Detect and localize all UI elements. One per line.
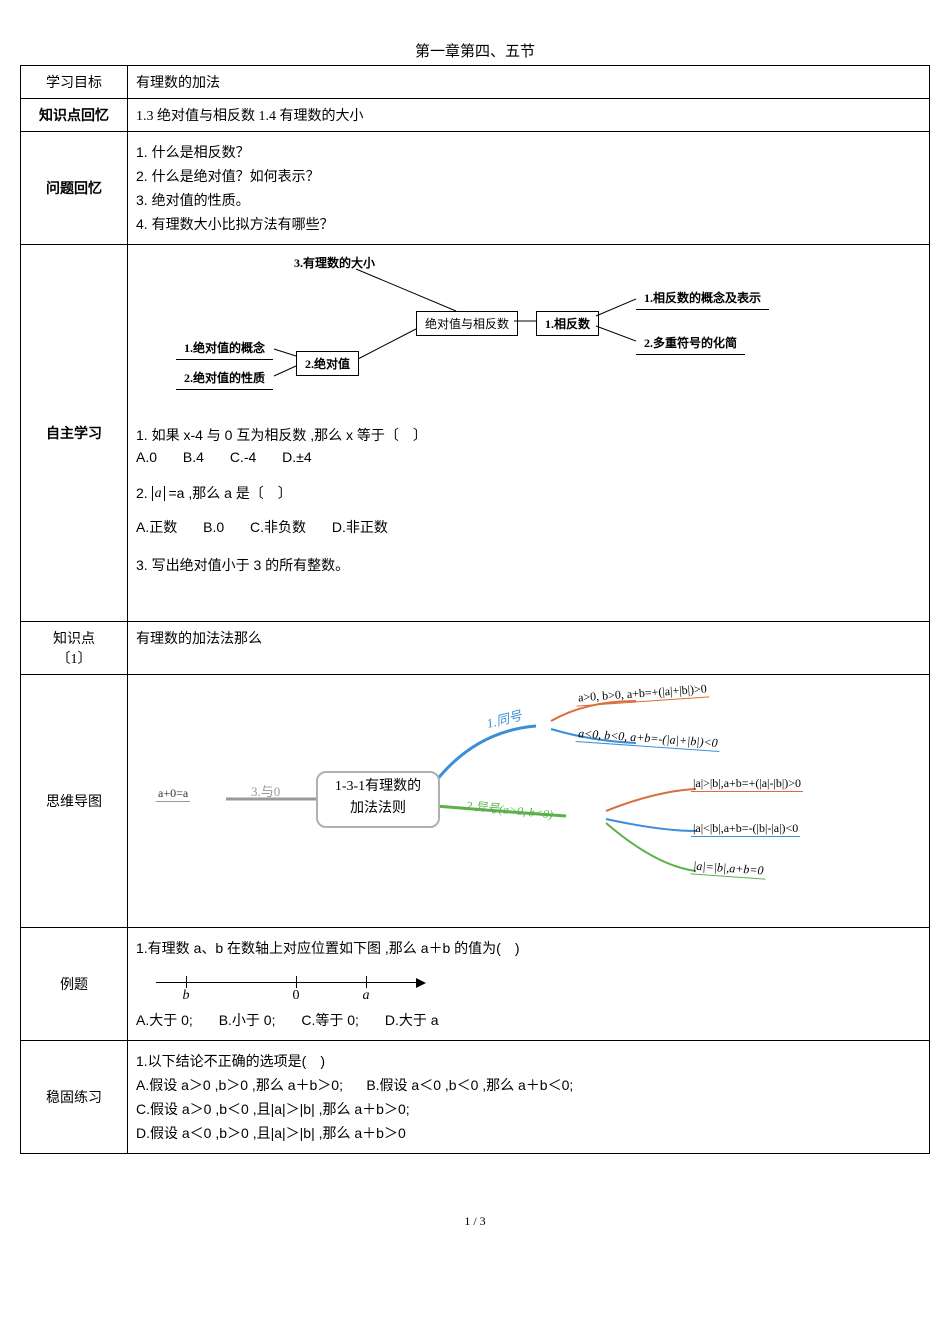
mindmap-diagram: 1-3-1有理数的 加法法则 1.同号 2.异号(a>0, b<0) 3.与0 … bbox=[136, 681, 921, 921]
kp-l2: 〔1〕 bbox=[29, 648, 119, 668]
label-self: 自主学习 bbox=[21, 245, 128, 622]
concept-diagram: 3.有理数的大小 绝对值与相反数 1.相反数 1.相反数的概念及表示 2.多重符… bbox=[136, 251, 921, 421]
opt: C.-4 bbox=[230, 449, 256, 465]
self-q3: 3. 写出绝对值小于 3 的所有整数。 bbox=[136, 555, 921, 575]
qreview-item: 4. 有理数大小比拟方法有哪些？ bbox=[136, 214, 921, 234]
label-goal: 学习目标 bbox=[21, 66, 128, 99]
opt: A.0 bbox=[136, 449, 157, 465]
label-review: 知识点回忆 bbox=[21, 99, 128, 132]
mm-center: 1-3-1有理数的 加法法则 bbox=[316, 771, 440, 828]
opt: B.假设 a＜0 ,b＜0 ,那么 a＋b＜0; bbox=[366, 1077, 573, 1093]
opt: C.非负数 bbox=[250, 517, 306, 537]
label-kp: 知识点 〔1〕 bbox=[21, 622, 128, 675]
opt: B.0 bbox=[203, 519, 224, 535]
opt: C.等于 0; bbox=[301, 1010, 359, 1030]
opt: A.假设 a＞0 ,b＞0 ,那么 a＋b＞0; bbox=[136, 1077, 343, 1093]
cell-example: 1.有理数 a、b 在数轴上对应位置如下图 ,那么 a＋b 的值为( ) b 0… bbox=[128, 928, 930, 1041]
opt: D.假设 a＜0 ,b＞0 ,且|a|＞|b| ,那么 a＋b＞0 bbox=[136, 1123, 921, 1143]
self-q1: 1. 如果 x-4 与 0 互为相反数 ,那么 x 等于〔 〕 bbox=[136, 425, 921, 445]
cell-review: 1.3 绝对值与相反数 1.4 有理数的大小 bbox=[128, 99, 930, 132]
main-table: 学习目标 有理数的加法 知识点回忆 1.3 绝对值与相反数 1.4 有理数的大小… bbox=[20, 65, 930, 1154]
cell-kp: 有理数的加法法那么 bbox=[128, 622, 930, 675]
cell-consol: 1.以下结论不正确的选项是( ) A.假设 a＞0 ,b＞0 ,那么 a＋b＞0… bbox=[128, 1041, 930, 1154]
qreview-item: 2. 什么是绝对值？如何表示？ bbox=[136, 166, 921, 186]
nl-label-a: a bbox=[363, 988, 370, 1004]
cell-goal: 有理数的加法 bbox=[128, 66, 930, 99]
nl-tick bbox=[296, 976, 297, 988]
kp-l1: 知识点 bbox=[29, 628, 119, 648]
nl-tick bbox=[366, 976, 367, 988]
opt: A.正数 bbox=[136, 517, 177, 537]
label-consol: 稳固练习 bbox=[21, 1041, 128, 1154]
opt: B.4 bbox=[183, 449, 204, 465]
consol-opts-row1: A.假设 a＞0 ,b＞0 ,那么 a＋b＞0; B.假设 a＜0 ,b＜0 ,… bbox=[136, 1075, 921, 1095]
mm-center-l1: 1-3-1有理数的 bbox=[318, 776, 438, 798]
opt: C.假设 a＞0 ,b＜0 ,且|a|＞|b| ,那么 a＋b＞0; bbox=[136, 1099, 921, 1119]
number-line: b 0 a bbox=[156, 964, 456, 1004]
qreview-item: 3. 绝对值的性质。 bbox=[136, 190, 921, 210]
opt: A.大于 0; bbox=[136, 1010, 193, 1030]
cell-qreview: 1. 什么是相反数？ 2. 什么是绝对值？如何表示？ 3. 绝对值的性质。 4.… bbox=[128, 132, 930, 245]
opt: D.±4 bbox=[282, 449, 311, 465]
mm-leaf2b: |a|<|b|,a+b=-(|b|-|a|)<0 bbox=[691, 821, 800, 837]
q2-pre: 2. bbox=[136, 485, 152, 501]
consol-q: 1.以下结论不正确的选项是( ) bbox=[136, 1051, 921, 1071]
example-q: 1.有理数 a、b 在数轴上对应位置如下图 ,那么 a＋b 的值为( ) bbox=[136, 938, 921, 958]
page-footer: 1 / 3 bbox=[20, 1214, 930, 1229]
self-q2: 2. a =a ,那么 a 是〔 〕 bbox=[136, 483, 921, 503]
nl-axis bbox=[156, 982, 416, 983]
mm-branch-3: 3.与0 bbox=[251, 781, 280, 800]
chapter-title: 第一章第四、五节 bbox=[20, 40, 930, 61]
self-q1-opts: A.0 B.4 C.-4 D.±4 bbox=[136, 449, 921, 465]
q2-post: =a ,那么 a 是〔 〕 bbox=[165, 485, 292, 501]
label-example: 例题 bbox=[21, 928, 128, 1041]
nl-label-b: b bbox=[183, 988, 190, 1004]
nl-label-0: 0 bbox=[293, 988, 300, 1004]
d1-connectors bbox=[136, 251, 916, 421]
label-qreview: 问题回忆 bbox=[21, 132, 128, 245]
mm-leaf3: a+0=a bbox=[156, 786, 190, 802]
opt: B.小于 0; bbox=[219, 1010, 276, 1030]
nl-arrow-icon bbox=[416, 978, 426, 988]
example-opts: A.大于 0; B.小于 0; C.等于 0; D.大于 a bbox=[136, 1010, 921, 1030]
nl-tick bbox=[186, 976, 187, 988]
opt: D.非正数 bbox=[332, 517, 388, 537]
opt: D.大于 a bbox=[385, 1010, 439, 1030]
mm-leaf2a: |a|>|b|,a+b=+(|a|-|b|)>0 bbox=[691, 776, 803, 792]
cell-self: 3.有理数的大小 绝对值与相反数 1.相反数 1.相反数的概念及表示 2.多重符… bbox=[128, 245, 930, 622]
mm-center-l2: 加法法则 bbox=[318, 798, 438, 820]
mindmap-curves bbox=[136, 681, 916, 921]
self-q2-opts: A.正数 B.0 C.非负数 D.非正数 bbox=[136, 517, 921, 537]
label-mindmap: 思维导图 bbox=[21, 675, 128, 928]
cell-mindmap: 1-3-1有理数的 加法法则 1.同号 2.异号(a>0, b<0) 3.与0 … bbox=[128, 675, 930, 928]
qreview-item: 1. 什么是相反数？ bbox=[136, 142, 921, 162]
